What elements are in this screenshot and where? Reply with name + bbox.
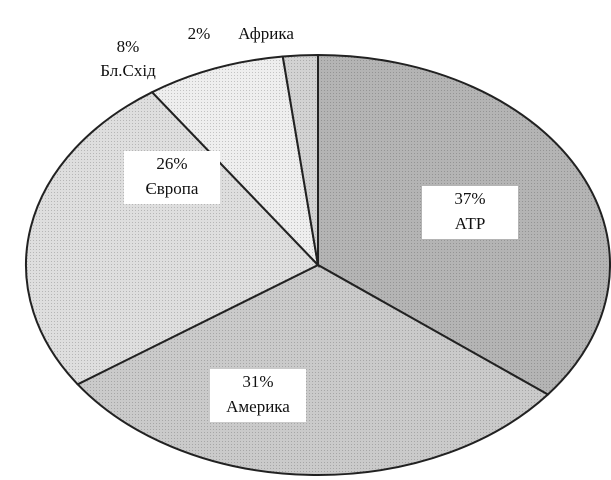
slice-texture (152, 56, 318, 266)
value-label: 37% (454, 189, 485, 208)
label-box (210, 369, 306, 422)
value-label: 31% (242, 372, 273, 391)
slice-texture (77, 265, 548, 475)
label-box (124, 151, 220, 204)
category-label: Європа (146, 179, 199, 198)
category-label: Америка (226, 397, 290, 416)
label-box (422, 186, 518, 239)
category-label: АТР (455, 214, 486, 233)
value-label: 2% (188, 24, 211, 43)
category-label: Бл.Схід (100, 61, 156, 80)
value-label: 26% (156, 154, 187, 173)
slice-texture (282, 55, 318, 265)
category-label: Африка (238, 24, 294, 43)
slice-texture (25, 92, 318, 385)
value-label: 8% (117, 37, 140, 56)
